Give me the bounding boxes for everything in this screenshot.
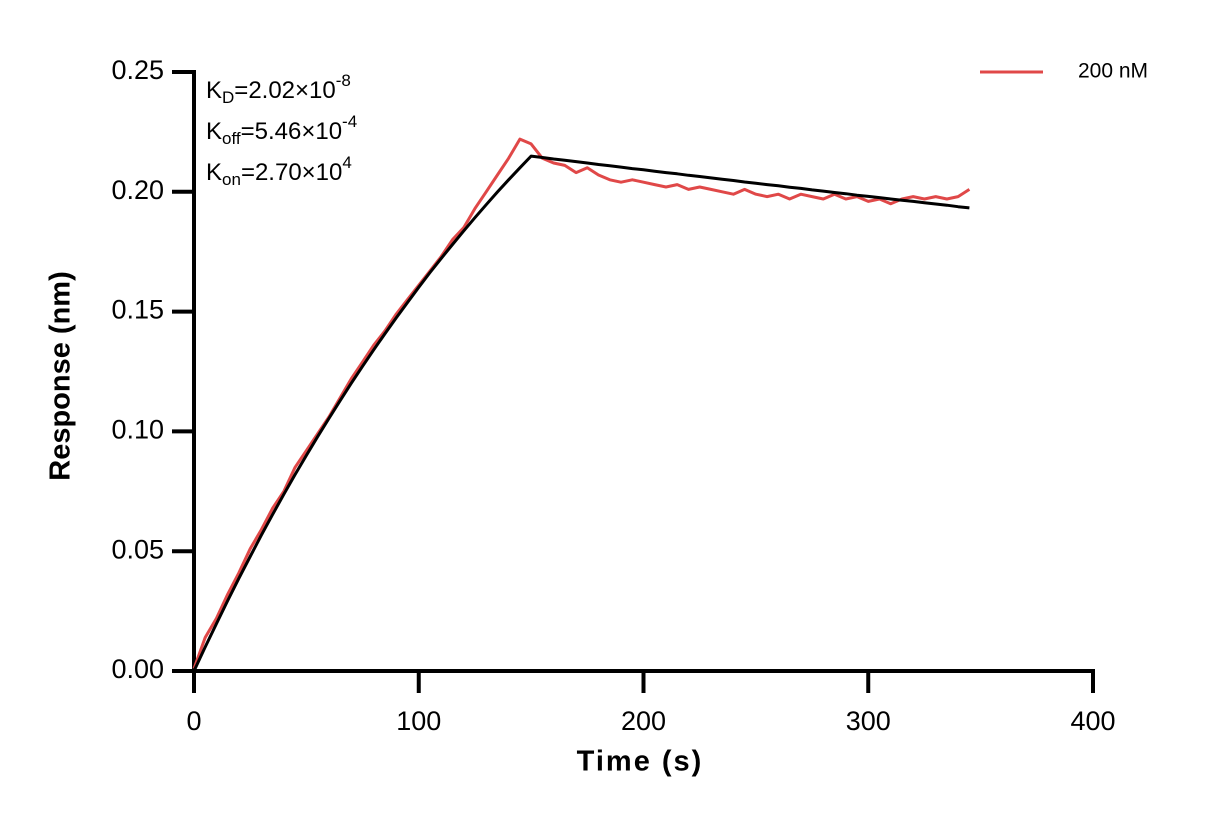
annotation-superscript: -4 xyxy=(342,112,357,131)
y-tick-label: 0.10 xyxy=(111,415,164,445)
annotation-value: =2.02×10 xyxy=(234,77,335,104)
annotation-value: =5.46×10 xyxy=(241,118,342,145)
x-axis-title: Time (s) xyxy=(577,746,704,778)
data-line xyxy=(192,137,971,670)
x-tick-label: 0 xyxy=(186,706,201,736)
annotation-subscript: on xyxy=(222,170,241,189)
y-tick-label: 0.00 xyxy=(111,654,164,684)
legend-label: 200 nM xyxy=(1078,60,1148,83)
y-tick-label: 0.25 xyxy=(111,55,164,85)
x-tick-label: 300 xyxy=(846,706,891,736)
y-axis-title: Response (nm) xyxy=(45,271,77,480)
annotation-subscript: D xyxy=(222,88,234,107)
x-tick-label: 200 xyxy=(621,706,666,736)
x-tick-label: 100 xyxy=(396,706,441,736)
y-tick-label: 0.15 xyxy=(111,295,164,325)
annotation: KD=2.02×10-8 xyxy=(206,71,351,107)
y-tick-label: 0.20 xyxy=(111,175,164,205)
x-tick-label: 400 xyxy=(1070,706,1115,736)
annotation-superscript: -8 xyxy=(336,71,351,90)
annotation-symbol: K xyxy=(206,118,222,145)
data-line xyxy=(192,154,970,672)
legend-item: 200 nM xyxy=(980,60,1148,83)
annotation-symbol: K xyxy=(206,77,222,104)
annotation: Kon=2.70×104 xyxy=(206,153,352,189)
annotation: Koff=5.46×10-4 xyxy=(206,112,357,148)
annotation-value: =2.70×10 xyxy=(241,159,342,186)
annotation-subscript: off xyxy=(222,129,241,148)
annotation-superscript: 4 xyxy=(342,153,351,172)
y-tick-label: 0.05 xyxy=(111,534,164,564)
annotation-symbol: K xyxy=(206,159,222,186)
